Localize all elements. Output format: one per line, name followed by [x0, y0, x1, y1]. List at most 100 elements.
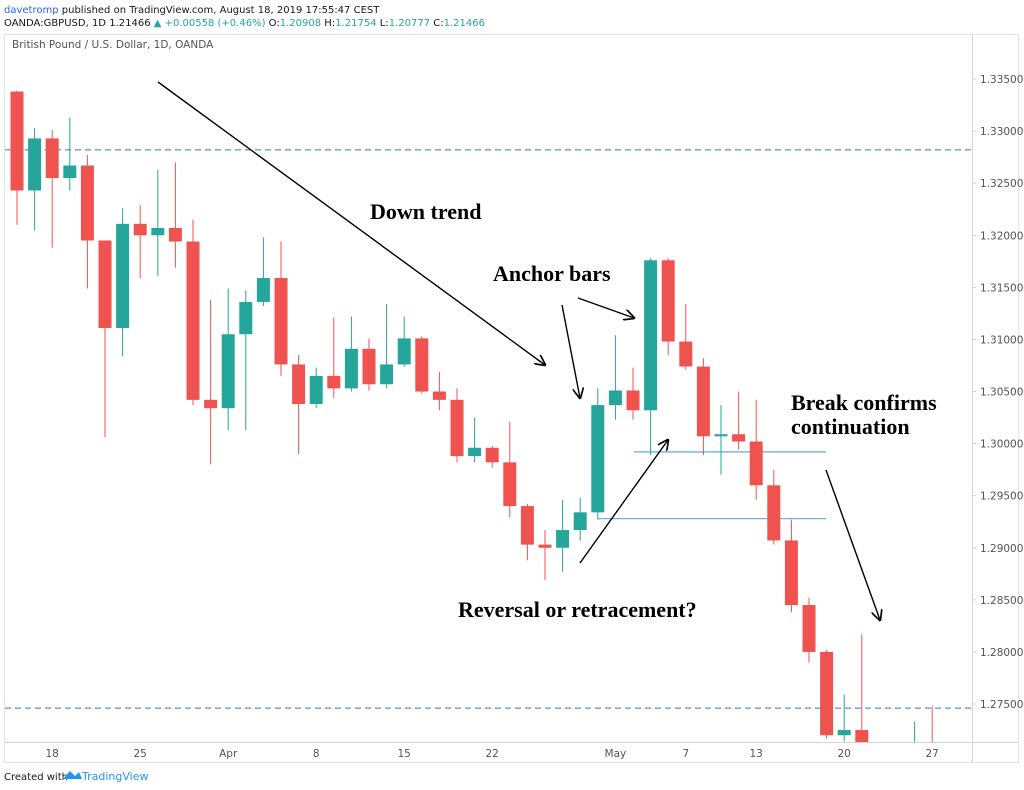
candle-body	[362, 348, 376, 385]
candle-body	[732, 434, 746, 442]
candle-body	[679, 341, 693, 367]
candle-body	[485, 447, 499, 463]
candle-body	[626, 390, 640, 411]
header-line-2: OANDA:GBPUSD, 1D 1.21466 ▲ +0.00558 (+0.…	[4, 18, 485, 29]
candle-body	[256, 277, 270, 302]
candle-body	[10, 91, 24, 191]
arrow	[577, 297, 634, 318]
candle-body	[714, 434, 728, 437]
candle-body	[80, 165, 94, 241]
author[interactable]: davetromp	[4, 5, 59, 16]
candle-body	[556, 530, 570, 548]
x-tick-label: 27	[926, 748, 939, 760]
candle-body	[767, 485, 781, 541]
y-tick-label: 1.31500	[980, 282, 1023, 294]
ohlc-val: 1.21754	[335, 18, 376, 29]
candle-body	[133, 223, 147, 236]
candle-body	[696, 366, 710, 437]
candle-body	[327, 375, 341, 389]
y-tick-label: 1.32500	[980, 178, 1023, 190]
y-tick-label: 1.33500	[980, 74, 1023, 86]
y-tick-label: 1.30000	[980, 439, 1023, 451]
ohlc-val: 1.20777	[389, 18, 430, 29]
x-tick-label: 20	[838, 748, 851, 760]
candle-body	[503, 462, 517, 507]
x-tick-label: 7	[682, 748, 689, 760]
arrow	[825, 469, 880, 620]
candle-body	[116, 223, 130, 328]
y-tick-label: 1.32000	[980, 230, 1023, 242]
candle-body	[168, 227, 182, 242]
x-tick-label: Apr	[219, 748, 238, 760]
last: 1.21466	[109, 18, 150, 29]
candle-body	[908, 751, 921, 756]
annotation: Break confirms	[791, 390, 937, 415]
candle-body	[415, 338, 429, 392]
ohlc-key: C:	[433, 18, 443, 29]
candle-body	[820, 651, 834, 736]
x-tick-label: 8	[313, 748, 320, 760]
footer-brand[interactable]: TradingView	[81, 770, 148, 783]
candle-body	[644, 260, 658, 411]
symbol: OANDA:GBPUSD, 1D	[4, 18, 106, 29]
x-tick-label: May	[605, 748, 627, 760]
candle-body	[450, 399, 464, 457]
x-tick-label: 18	[46, 748, 59, 760]
candle-body	[608, 390, 622, 406]
candle-body	[151, 227, 165, 236]
candle-body	[520, 506, 534, 545]
arrow	[561, 304, 580, 398]
annotation: Anchor bars	[493, 261, 611, 286]
change: ▲ +0.00558 (+0.46%)	[154, 18, 266, 29]
candle-body	[802, 605, 816, 652]
chart-title: British Pound / U.S. Dollar, 1D, OANDA	[12, 39, 214, 51]
candle-body	[63, 165, 77, 179]
candle-body	[855, 730, 869, 742]
candle-body	[591, 405, 605, 513]
candle-body	[309, 375, 323, 405]
candle-body	[837, 730, 851, 736]
ohlc-key: H:	[324, 18, 335, 29]
annotation: Down trend	[370, 199, 481, 224]
frame	[4, 34, 1019, 763]
annotation: continuation	[791, 414, 910, 439]
ohlc-key: O:	[269, 18, 280, 29]
candle-body	[661, 260, 675, 342]
y-tick-label: 1.31000	[980, 334, 1023, 346]
candle-body	[380, 364, 394, 385]
candle-body	[573, 512, 587, 531]
arrows	[157, 81, 880, 620]
candle-body	[274, 277, 288, 365]
candle-body	[45, 138, 59, 179]
y-tick-label: 1.33000	[980, 126, 1023, 138]
x-tick-label: 25	[134, 748, 147, 760]
candle-body	[28, 138, 42, 191]
y-tick-label: 1.30500	[980, 387, 1023, 399]
candle-body	[186, 241, 200, 400]
y-tick-label: 1.29500	[980, 491, 1023, 503]
candle-body	[204, 399, 218, 409]
candle-body	[239, 301, 253, 335]
y-tick-label: 1.27500	[980, 699, 1023, 711]
candle-body	[344, 348, 358, 389]
x-tick-label: 15	[398, 748, 411, 760]
published: published on TradingView.com, August 18,…	[62, 5, 380, 16]
ohlc-val: 1.21466	[444, 18, 485, 29]
candle-body	[432, 391, 446, 400]
y-tick-label: 1.28500	[980, 595, 1023, 607]
y-tick-label: 1.28000	[980, 647, 1023, 659]
plot	[5, 90, 972, 771]
x-tick-label: 22	[486, 748, 499, 760]
candle-body	[538, 544, 552, 548]
candle-body	[98, 240, 112, 328]
candle-body	[397, 338, 411, 365]
candle-body	[891, 766, 904, 771]
candle-body	[468, 447, 482, 457]
annotation: Reversal or retracement?	[458, 597, 697, 622]
ohlc-key: L:	[380, 18, 389, 29]
arrow	[579, 440, 668, 564]
candle-body	[873, 756, 886, 761]
logo	[63, 771, 82, 779]
